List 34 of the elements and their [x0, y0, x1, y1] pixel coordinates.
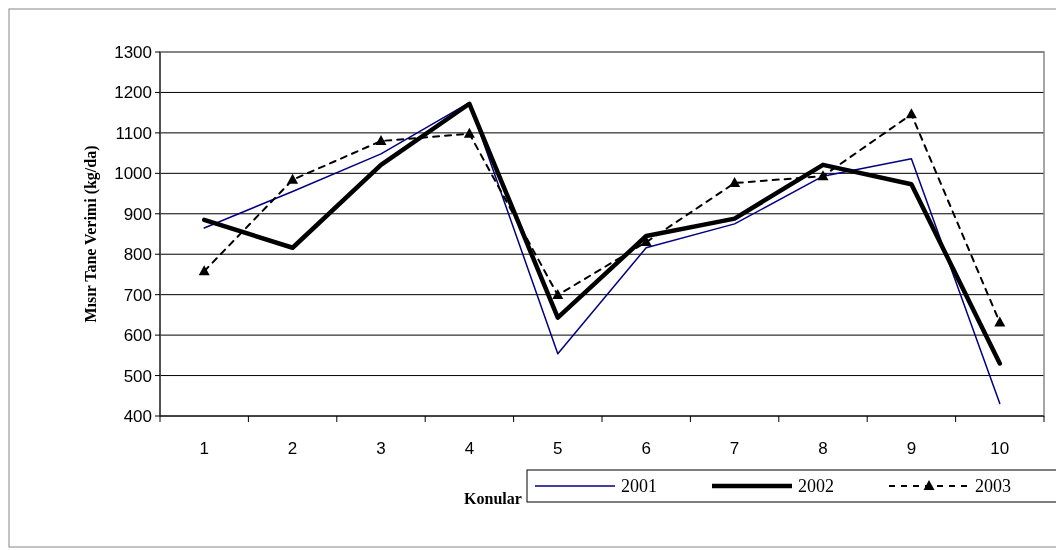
point: [463, 127, 475, 138]
legend-label: 2001: [621, 476, 657, 497]
y-tick-label: 500: [123, 366, 152, 386]
point: [287, 173, 299, 184]
x-tick-label: 5: [553, 439, 563, 458]
y-tick-label: 1100: [115, 123, 152, 143]
point: [375, 134, 387, 145]
point: [994, 316, 1006, 327]
point: [552, 289, 564, 300]
y-tick-label: 1300: [114, 42, 152, 62]
y-axis-title: Mısır Tane Verimi (kg/da): [82, 145, 100, 323]
x-tick-label: 8: [818, 439, 828, 458]
legend-label: 2002: [798, 476, 834, 497]
y-tick-label: 600: [123, 326, 152, 346]
x-tick-label: 4: [464, 439, 475, 458]
y-tick-label: 700: [123, 285, 152, 305]
y-tick-label: 1200: [114, 83, 152, 103]
y-tick-label: 900: [123, 204, 152, 224]
x-tick-label: 2: [287, 439, 298, 458]
x-tick-label: 1: [199, 439, 209, 458]
y-tick-label: 400: [123, 406, 152, 426]
y-tick-label: 800: [123, 245, 152, 265]
x-tick-label: 9: [906, 439, 917, 458]
point: [817, 170, 829, 181]
legend-label: 2003: [975, 476, 1011, 497]
point: [729, 177, 741, 188]
x-axis-title: Konular: [464, 490, 522, 507]
point: [198, 265, 210, 276]
y-tick-label: 1000: [114, 164, 152, 184]
x-tick-label: 3: [376, 439, 386, 458]
x-tick-label: 7: [729, 439, 740, 458]
x-tick-label: 6: [641, 439, 651, 458]
x-tick-label: 10: [990, 439, 1010, 458]
point: [905, 108, 917, 119]
